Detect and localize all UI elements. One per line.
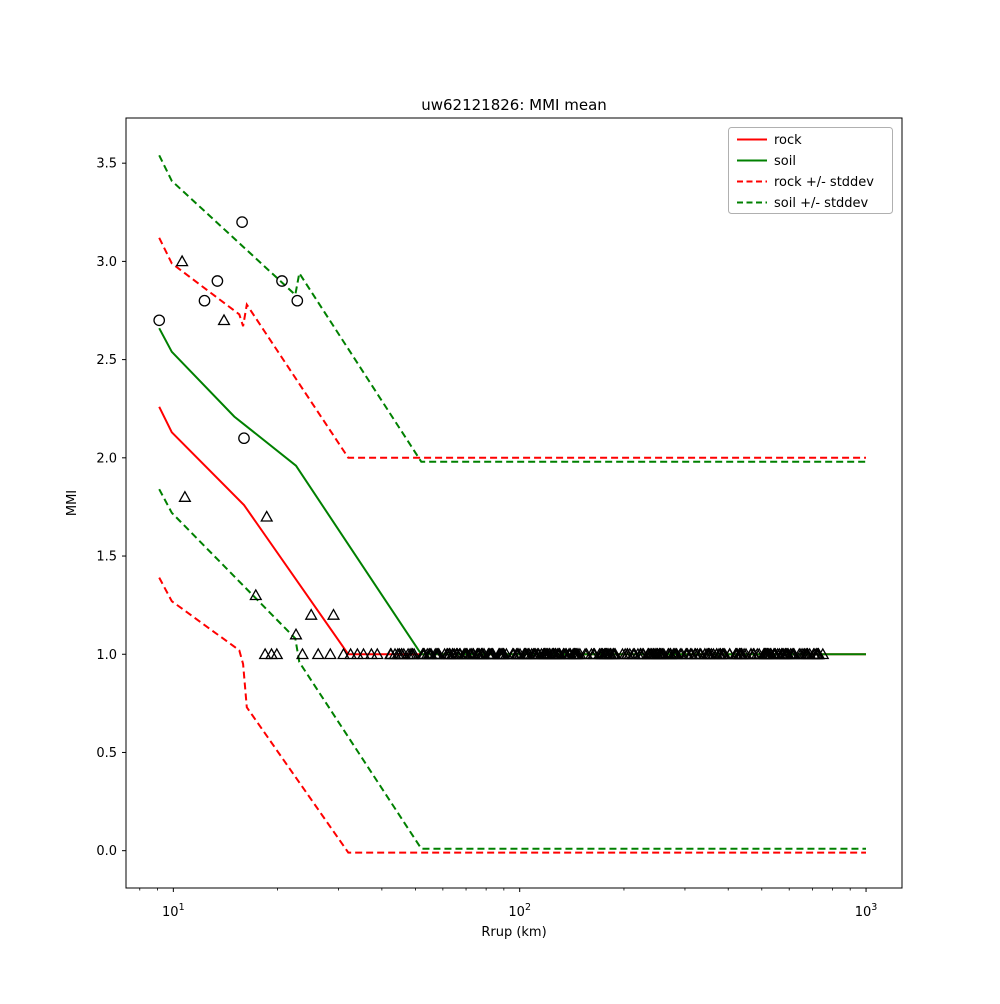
series-rock (158, 406, 866, 656)
station-triangle-band-marker (615, 647, 630, 660)
station-triangle-marker (356, 647, 371, 660)
station-triangle-band-marker (506, 647, 520, 660)
y-axis-label: MMI (65, 490, 80, 516)
series-rock-stddev (158, 237, 866, 459)
station-triangle-band-marker (779, 647, 793, 660)
station-triangle-marker (311, 647, 325, 660)
legend-entry-soil-stddev: soil +/- stddev (774, 196, 869, 211)
station-triangle-band-marker (538, 647, 552, 660)
station-triangle-band-marker (546, 647, 560, 660)
scatter-markers (153, 216, 830, 660)
station-triangle-band-marker (397, 647, 411, 660)
station-triangle-marker (326, 608, 341, 620)
y-tick-label: 0.5 (96, 746, 117, 761)
chart-title: uw62121826: MMI mean (421, 96, 607, 114)
station-circle-marker (238, 432, 250, 445)
station-triangle-band-marker (679, 647, 693, 660)
legend: rock soil rock +/- stddev soil +/- stddev (728, 127, 893, 214)
station-triangle-band-marker (723, 647, 737, 660)
station-triangle-marker (178, 490, 192, 502)
y-tick-label: 3.0 (96, 255, 117, 270)
legend-entry-soil: soil (774, 154, 796, 169)
x-tick-label: 102 (508, 902, 531, 920)
station-triangle-band-marker (647, 647, 661, 660)
station-triangle-band-marker (443, 647, 457, 660)
station-triangle-band-marker (518, 647, 532, 660)
y-tick-label: 0.0 (96, 844, 117, 859)
x-tick-label: 101 (162, 902, 185, 920)
y-tick-label: 1.0 (96, 648, 117, 663)
station-circle-marker (276, 275, 288, 287)
station-triangle-band-marker (634, 647, 648, 660)
station-triangle-band-marker (797, 647, 812, 660)
station-triangle-marker (370, 647, 384, 660)
series-rock-stddev (158, 577, 866, 854)
station-triangle-band-marker (598, 647, 612, 660)
station-triangle-marker (344, 647, 358, 660)
station-triangle-marker (270, 647, 284, 660)
station-triangle-band-marker (694, 647, 708, 660)
y-tick-label: 2.0 (96, 451, 117, 466)
series-soil-stddev (158, 154, 866, 463)
x-axis-label: Rrup (km) (481, 925, 546, 940)
station-triangle-band-marker (532, 647, 546, 660)
station-triangle-marker (260, 510, 274, 522)
station-triangle-band-marker (496, 647, 511, 660)
station-triangle-band-marker (768, 647, 782, 660)
y-tick-label: 1.5 (96, 550, 117, 565)
series-soil-stddev (158, 488, 866, 850)
y-tick-label: 3.5 (96, 157, 117, 172)
station-triangle-marker (258, 647, 272, 660)
station-triangle-marker (217, 313, 231, 326)
station-triangle-band-marker (812, 647, 826, 660)
station-triangle-band-marker (716, 647, 731, 660)
station-triangle-band-marker (664, 647, 678, 660)
station-triangle-band-marker (623, 647, 637, 660)
station-triangle-band-marker (744, 647, 758, 660)
station-triangle-marker (289, 627, 303, 640)
station-triangle-band-marker (466, 647, 480, 660)
plot-frame (125, 117, 903, 889)
station-triangle-band-marker (416, 647, 430, 660)
station-triangle-band-marker (525, 647, 539, 660)
station-triangle-marker (323, 647, 337, 660)
axes: 101 102 103 0.0 0.5 1.0 1.5 2.0 2.5 3.0 3.5 (96, 117, 903, 920)
station-triangle-band-marker (587, 647, 602, 660)
station-circle-marker (236, 216, 248, 228)
station-triangle-band-marker (568, 647, 583, 660)
station-triangle-marker (249, 588, 263, 601)
station-triangle-band-marker (578, 647, 592, 660)
y-tick-label: 2.5 (96, 353, 117, 368)
station-triangle-marker (336, 647, 351, 660)
legend-entry-rock: rock (774, 133, 802, 148)
station-circle-marker (211, 275, 224, 287)
station-triangle-band-marker (483, 647, 497, 660)
series-soil (158, 327, 866, 656)
station-triangle-band-marker (733, 647, 748, 660)
station-triangle-marker (304, 608, 318, 620)
station-triangle-marker (295, 647, 310, 660)
station-triangle-band-marker (405, 647, 419, 660)
station-triangle-band-marker (703, 647, 717, 660)
x-tick-label: 103 (855, 902, 878, 920)
station-triangle-band-marker (384, 647, 398, 660)
station-circle-marker (198, 294, 211, 307)
series-lines (158, 154, 866, 854)
station-triangle-band-marker (428, 647, 442, 660)
legend-box (728, 127, 893, 214)
station-circle-marker (291, 294, 304, 307)
station-circle-marker (153, 314, 166, 327)
station-triangle-marker (175, 254, 189, 267)
legend-entry-rock-stddev: rock +/- stddev (774, 175, 874, 190)
station-triangle-band-marker (559, 647, 573, 660)
